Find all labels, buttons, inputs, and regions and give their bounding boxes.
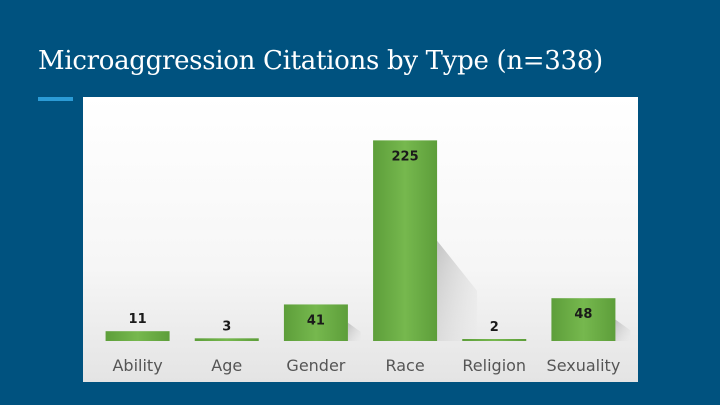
value-labels-group: 11 3 41 225 2 48 xyxy=(129,149,593,335)
category-label-sexuality: Sexuality xyxy=(547,356,621,375)
bar-race xyxy=(373,140,438,341)
category-label-age: Age xyxy=(211,356,242,375)
category-label-ability: Ability xyxy=(112,356,162,375)
category-label-religion: Religion xyxy=(462,356,526,375)
category-label-gender: Gender xyxy=(286,356,345,375)
data-label-sexuality: 48 xyxy=(574,307,592,322)
category-label-race: Race xyxy=(385,356,424,375)
bar-age xyxy=(194,338,259,341)
data-label-race: 225 xyxy=(392,149,419,164)
bar-religion xyxy=(462,339,527,341)
data-label-age: 3 xyxy=(222,319,231,334)
category-labels-group: Ability Age Gender Race Religion Sexuality xyxy=(112,356,620,375)
bar-shadow-gender xyxy=(347,322,361,341)
chart-panel: 11 3 41 225 2 48 Ability Age Gender Race Religion… xyxy=(83,97,638,382)
bar-shadows xyxy=(347,240,631,341)
bar-ability xyxy=(105,331,170,341)
bar-shadow-race xyxy=(437,240,478,341)
data-label-gender: 41 xyxy=(307,313,325,328)
bar-shadow-sexuality xyxy=(615,319,631,341)
title-accent-bar xyxy=(38,97,73,101)
bar-chart: 11 3 41 225 2 48 Ability Age Gender Race Religion… xyxy=(105,140,631,375)
bar-sexuality xyxy=(551,298,616,341)
slide-title: Microaggression Citations by Type (n=338… xyxy=(38,46,603,76)
bars-group xyxy=(105,140,616,341)
bar-gender xyxy=(283,304,348,341)
data-label-religion: 2 xyxy=(490,320,499,335)
data-label-ability: 11 xyxy=(129,312,147,327)
